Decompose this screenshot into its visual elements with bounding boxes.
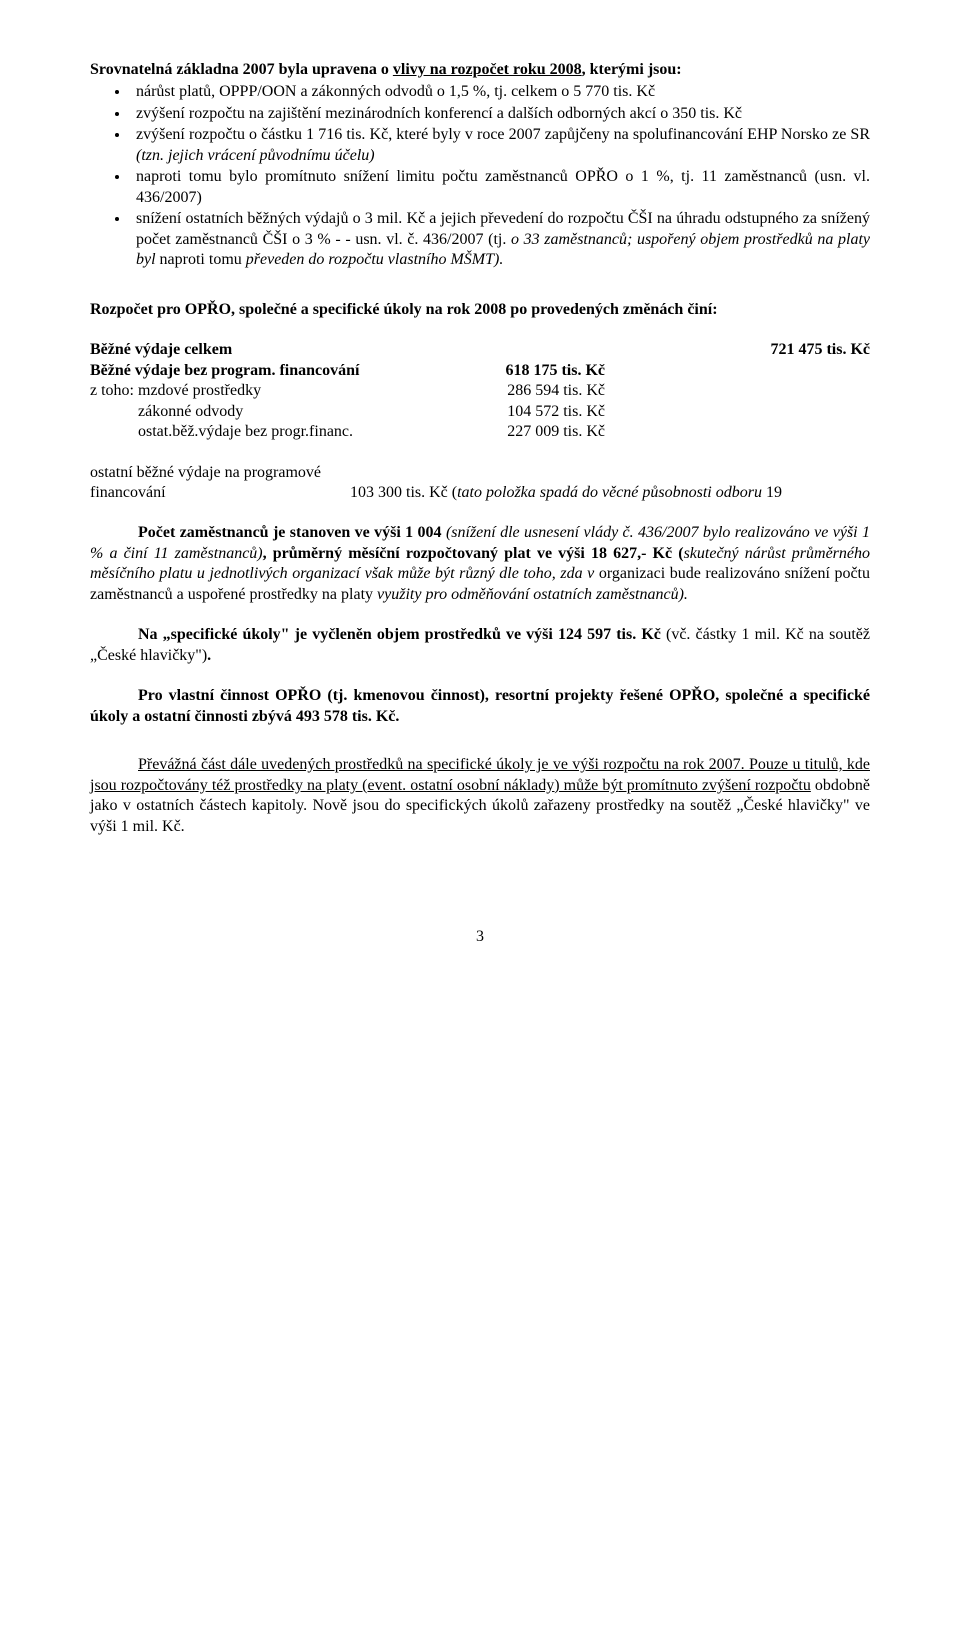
page-number: 3 (90, 927, 870, 947)
prog-val-wrap: 103 300 tis. Kč (tato položka spadá do v… (350, 483, 870, 503)
bullet-item: zvýšení rozpočtu o částku 1 716 tis. Kč,… (130, 125, 870, 166)
table-row: ostat.běž.výdaje bez progr.financ. 227 0… (90, 422, 870, 442)
bullet-item: naproti tomu bylo promítnuto snížení lim… (130, 167, 870, 208)
bullet-item: nárůst platů, OPPP/OON a zákonných odvod… (130, 82, 870, 102)
prog-line1: ostatní běžné výdaje na programové (90, 463, 870, 483)
table-row: zákonné odvody 104 572 tis. Kč (90, 402, 870, 422)
budget-table: Běžné výdaje celkem 721 475 tis. Kč Běžn… (90, 340, 870, 442)
para-own: Pro vlastní činnost OPŘO (tj. kmenovou č… (90, 686, 870, 727)
intro-bullets: nárůst platů, OPPP/OON a zákonných odvod… (90, 82, 870, 270)
bullet-item: zvýšení rozpočtu na zajištění mezinárodn… (130, 104, 870, 124)
intro-ul: vlivy na rozpočet roku 2008 (393, 61, 582, 78)
para-employees: Počet zaměstnanců je stanoven ve výši 1 … (90, 523, 870, 605)
prog-line2-row: financování 103 300 tis. Kč (tato položk… (90, 483, 870, 503)
table-row: Běžné výdaje celkem 721 475 tis. Kč (90, 340, 870, 360)
prog-label2: financování (90, 483, 350, 503)
budget-heading: Rozpočet pro OPŘO, společné a specifické… (90, 300, 870, 320)
intro-line: Srovnatelná základna 2007 byla upravena … (90, 60, 870, 80)
para-specific: Na „specifické úkoly" je vyčleněn objem … (90, 625, 870, 666)
table-row: Běžné výdaje bez program. financování 61… (90, 361, 870, 381)
bullet-item: snížení ostatních běžných výdajů o 3 mil… (130, 209, 870, 270)
para-last: Převážná část dále uvedených prostředků … (90, 755, 870, 837)
table-row: z toho: mzdové prostředky 286 594 tis. K… (90, 381, 870, 401)
intro-pre: Srovnatelná základna 2007 byla upravena … (90, 61, 393, 78)
intro-post: , kterými jsou: (582, 61, 682, 78)
